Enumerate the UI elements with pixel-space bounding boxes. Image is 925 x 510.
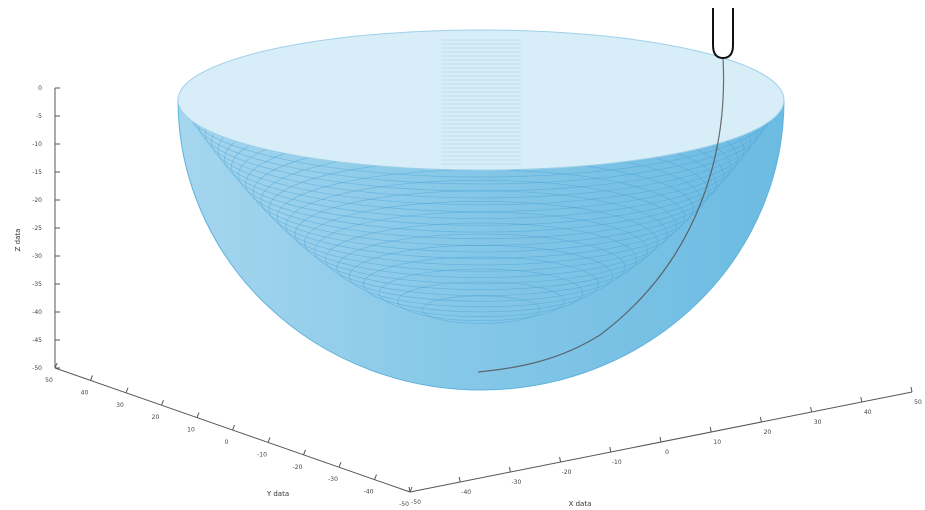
- y-tick-mark: [161, 400, 164, 406]
- y-tick-label: -40: [364, 489, 374, 496]
- y-tick-mark: [267, 437, 271, 443]
- y-tick-mark: [90, 375, 93, 381]
- x-tick-mark: [659, 436, 662, 443]
- x-tick-label: -10: [612, 459, 622, 466]
- x-tick-mark: [810, 406, 813, 413]
- y-tick-mark: [196, 412, 200, 418]
- x-tick-label: -20: [562, 469, 572, 476]
- surface-contour-rings: [180, 100, 782, 324]
- z-tick-label: -15: [32, 169, 42, 176]
- contour-ring: [362, 256, 600, 313]
- contour-ring: [217, 100, 745, 213]
- z-axis-ticks: 0 -5 -10 -15 -20 -25 -30 -35 -40 -45 -50: [32, 85, 60, 372]
- y-tick-mark: [54, 362, 58, 369]
- y-axis-ticks: 50 40 30 20 10 0 -10 -20 -30 -40 -50: [45, 362, 413, 508]
- bowl-surface: [177, 99, 785, 391]
- y-tick-label: 0: [225, 439, 229, 446]
- z-tick-label: -50: [32, 365, 42, 372]
- rim-hatching: [441, 39, 521, 165]
- z-tick-label: -25: [32, 225, 42, 232]
- contour-ring: [314, 211, 648, 291]
- x-tick-mark: [910, 386, 913, 393]
- contour-ring: [211, 100, 751, 206]
- x-axis-label: X data: [569, 500, 592, 508]
- y-tick-label: 20: [152, 414, 160, 421]
- x-tick-label: -50: [411, 499, 421, 506]
- y-tick-label: 40: [81, 389, 89, 396]
- x-tick-mark: [408, 486, 411, 493]
- x-tick-label: 30: [814, 419, 822, 426]
- y-axis-label: Y data: [266, 490, 289, 498]
- y-tick-mark: [125, 387, 129, 393]
- contour-ring: [336, 233, 626, 302]
- x-axis-ticks: -50 -40 -30 -20 -10 0 10 20 30 40 50: [408, 386, 922, 506]
- contour-ring: [285, 179, 677, 272]
- y-tick-label: -20: [293, 464, 303, 471]
- y-tick-label: 30: [116, 402, 124, 409]
- z-tick-label: 0: [38, 85, 42, 92]
- x-tick-label: 40: [864, 409, 872, 416]
- z-tick-label: -20: [32, 197, 42, 204]
- x-tick-label: 0: [665, 449, 669, 456]
- x-tick-mark: [508, 466, 511, 473]
- contour-ring: [397, 281, 565, 321]
- x-tick-mark: [559, 456, 562, 463]
- x-tick-label: 10: [713, 439, 721, 446]
- y-tick-label: 10: [187, 427, 195, 434]
- x-tick-mark: [458, 476, 461, 483]
- z-axis-label: Z data: [14, 229, 22, 252]
- x-tick-label: -40: [461, 489, 471, 496]
- y-tick-mark: [303, 449, 306, 455]
- z-tick-label: -30: [32, 253, 42, 260]
- x-tick-label: 20: [764, 429, 772, 436]
- z-tick-label: -45: [32, 337, 42, 344]
- x-tick-label: -30: [511, 479, 521, 486]
- z-tick-label: -10: [32, 141, 42, 148]
- y-tick-mark: [374, 474, 377, 480]
- x-tick-mark: [759, 416, 762, 423]
- y-tick-mark: [338, 462, 342, 468]
- y-tick-mark: [232, 424, 235, 431]
- x-tick-mark: [709, 426, 712, 433]
- contour-ring: [304, 201, 658, 285]
- y-tick-label: 50: [45, 377, 53, 384]
- trajectory-line: [477, 57, 725, 373]
- x-tick-mark: [860, 396, 863, 403]
- contour-ring: [204, 100, 758, 199]
- x-tick-label: 50: [914, 399, 922, 406]
- y-tick-label: -10: [257, 451, 267, 458]
- probe-marker: [712, 8, 734, 60]
- contour-ring: [224, 100, 738, 219]
- z-tick-label: -35: [32, 281, 42, 288]
- y-tick-label: -30: [328, 476, 338, 483]
- contour-ring: [324, 222, 638, 296]
- z-tick-label: -5: [36, 113, 42, 120]
- x-tick-mark: [609, 446, 612, 453]
- z-tick-label: -40: [32, 309, 42, 316]
- contour-ring: [378, 268, 584, 317]
- y-tick-label: -50: [399, 501, 409, 508]
